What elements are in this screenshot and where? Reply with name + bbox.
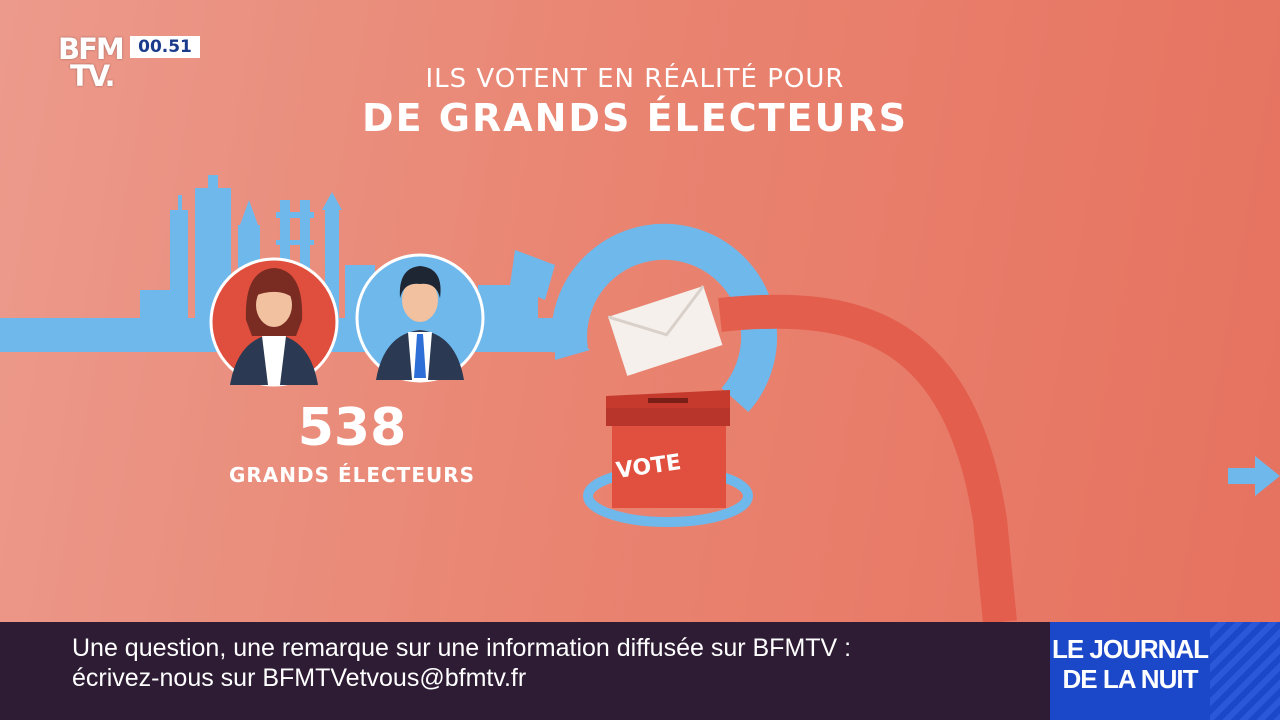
- logo-line1: BFM: [58, 32, 125, 66]
- clock-badge: 00.51: [130, 36, 200, 58]
- electors-count: 538: [297, 398, 407, 458]
- arrow-right-icon: [1228, 456, 1280, 496]
- logo-line2: TV.: [70, 59, 116, 93]
- ticker-line1: Une question, une remarque sur une infor…: [72, 634, 852, 662]
- flow-curve: [718, 294, 1017, 622]
- electors-label: GRANDS ÉLECTEURS: [228, 463, 476, 487]
- headline-line2: DE GRANDS ÉLECTEURS: [362, 96, 908, 140]
- program-stripe-decoration: [1210, 622, 1280, 720]
- ballot-box-icon: [606, 390, 730, 508]
- cycle-arrow-icon: [551, 223, 778, 412]
- infographic-scene: VOTE BFM TV. 00.51 ILS VOTENT EN RÉALITÉ…: [0, 0, 1280, 622]
- infographic-artwork: VOTE: [0, 175, 1280, 622]
- male-elector-avatar: [355, 253, 485, 383]
- female-elector-avatar: [209, 257, 339, 387]
- envelope-icon: [607, 285, 723, 376]
- ticker-line2: écrivez-nous sur BFMTVetvous@bfmtv.fr: [72, 664, 527, 692]
- headline-line1: ILS VOTENT EN RÉALITÉ POUR: [425, 64, 845, 94]
- program-badge: LE JOURNAL DE LA NUIT: [1050, 622, 1280, 720]
- program-title-line2: DE LA NUIT: [1062, 664, 1199, 694]
- bfmtv-logo: BFM TV.: [58, 35, 128, 93]
- program-title-line1: LE JOURNAL: [1051, 634, 1209, 664]
